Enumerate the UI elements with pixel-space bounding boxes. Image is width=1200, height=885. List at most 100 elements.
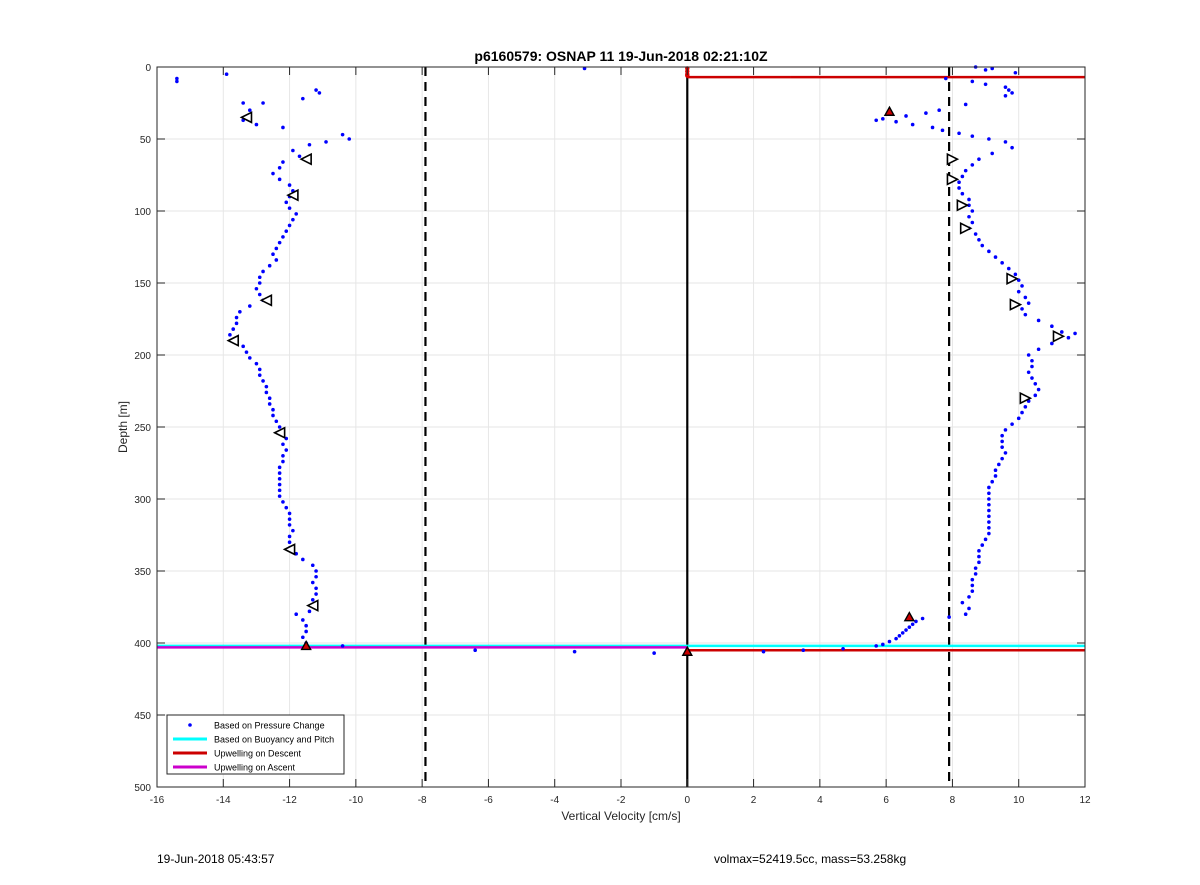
data-point [1000, 439, 1004, 444]
data-point [987, 502, 991, 507]
x-tick-label: 8 [950, 795, 956, 806]
data-point [957, 180, 961, 184]
red-marker [903, 611, 916, 622]
data-point [271, 407, 275, 412]
data-point [324, 140, 328, 144]
data-point [970, 577, 975, 582]
data-point [960, 191, 965, 196]
data-point [274, 258, 279, 262]
data-point [257, 367, 262, 372]
data-point [924, 111, 928, 115]
data-point [267, 402, 272, 406]
data-point [301, 96, 305, 101]
x-tick-label: -14 [216, 795, 231, 806]
data-point [894, 119, 898, 124]
data-point [1016, 416, 1021, 421]
red-marker [883, 105, 896, 116]
data-point [284, 229, 289, 233]
data-point [277, 166, 282, 170]
legend-label: Upwelling on Descent [214, 749, 302, 759]
data-point [1010, 422, 1014, 426]
data-point [1020, 410, 1024, 415]
data-point [970, 583, 975, 588]
data-point [1003, 94, 1008, 98]
data-point [264, 390, 269, 395]
data-point [987, 485, 991, 490]
data-point [267, 396, 272, 401]
data-point [1010, 91, 1014, 95]
data-point [257, 275, 262, 280]
data-point [1026, 301, 1031, 305]
data-point [277, 488, 282, 493]
data-point [301, 557, 305, 562]
x-tick-label: 0 [685, 795, 691, 806]
data-point [301, 618, 305, 622]
data-point [993, 255, 998, 259]
data-point [304, 623, 308, 628]
data-point [340, 644, 345, 648]
data-point [930, 125, 935, 130]
data-point [987, 497, 991, 501]
data-point [987, 514, 991, 519]
data-point [1013, 272, 1018, 277]
data-points [175, 65, 1077, 655]
data-point [314, 569, 318, 573]
data-point [977, 238, 981, 242]
data-point [281, 125, 285, 130]
data-point [987, 508, 991, 513]
data-point [257, 292, 262, 297]
data-point [287, 183, 292, 187]
data-point [244, 350, 249, 354]
triangle-marker [282, 543, 296, 556]
data-point [277, 425, 282, 429]
red-marker [300, 639, 312, 651]
data-point [970, 220, 975, 225]
legend-label: Upwelling on Ascent [214, 763, 296, 773]
data-point [1030, 358, 1034, 363]
data-point [963, 102, 968, 107]
data-point [281, 235, 285, 239]
data-point [1036, 387, 1041, 392]
data-point [274, 246, 279, 251]
data-point [284, 448, 289, 452]
data-point [175, 79, 179, 84]
data-point [993, 468, 998, 473]
data-point [937, 108, 941, 112]
data-point [261, 269, 265, 274]
data-point [983, 537, 988, 542]
x-tick-label: 2 [751, 795, 757, 806]
data-point [990, 151, 994, 156]
legend-label: Based on Pressure Change [214, 721, 325, 731]
x-tick-label: -6 [484, 795, 493, 806]
triangle-marker [946, 173, 960, 186]
data-point [314, 88, 318, 92]
triangle-marker [299, 152, 312, 166]
y-tick-label: 350 [134, 567, 151, 578]
data-point [1016, 278, 1021, 282]
data-point [264, 384, 269, 389]
data-point [970, 79, 975, 84]
data-point [340, 132, 345, 137]
data-point [281, 454, 285, 458]
data-point [881, 117, 885, 121]
data-point [914, 619, 918, 624]
data-point [977, 549, 981, 553]
data-point [281, 459, 285, 464]
triangle-marker [1052, 329, 1066, 343]
data-point [987, 137, 991, 141]
triangle-marker [1009, 298, 1023, 311]
x-axis-label: Vertical Velocity [cm/s] [561, 809, 680, 823]
data-point [294, 612, 299, 616]
data-point [1050, 324, 1054, 329]
data-point [1000, 433, 1004, 438]
data-point [841, 646, 845, 651]
data-point [287, 523, 292, 527]
data-point [314, 574, 318, 579]
data-point [874, 118, 878, 123]
y-tick-label: 150 [134, 279, 151, 290]
data-point [1026, 370, 1031, 375]
data-point [1036, 318, 1041, 323]
data-point [1010, 145, 1014, 150]
data-point [960, 174, 965, 179]
